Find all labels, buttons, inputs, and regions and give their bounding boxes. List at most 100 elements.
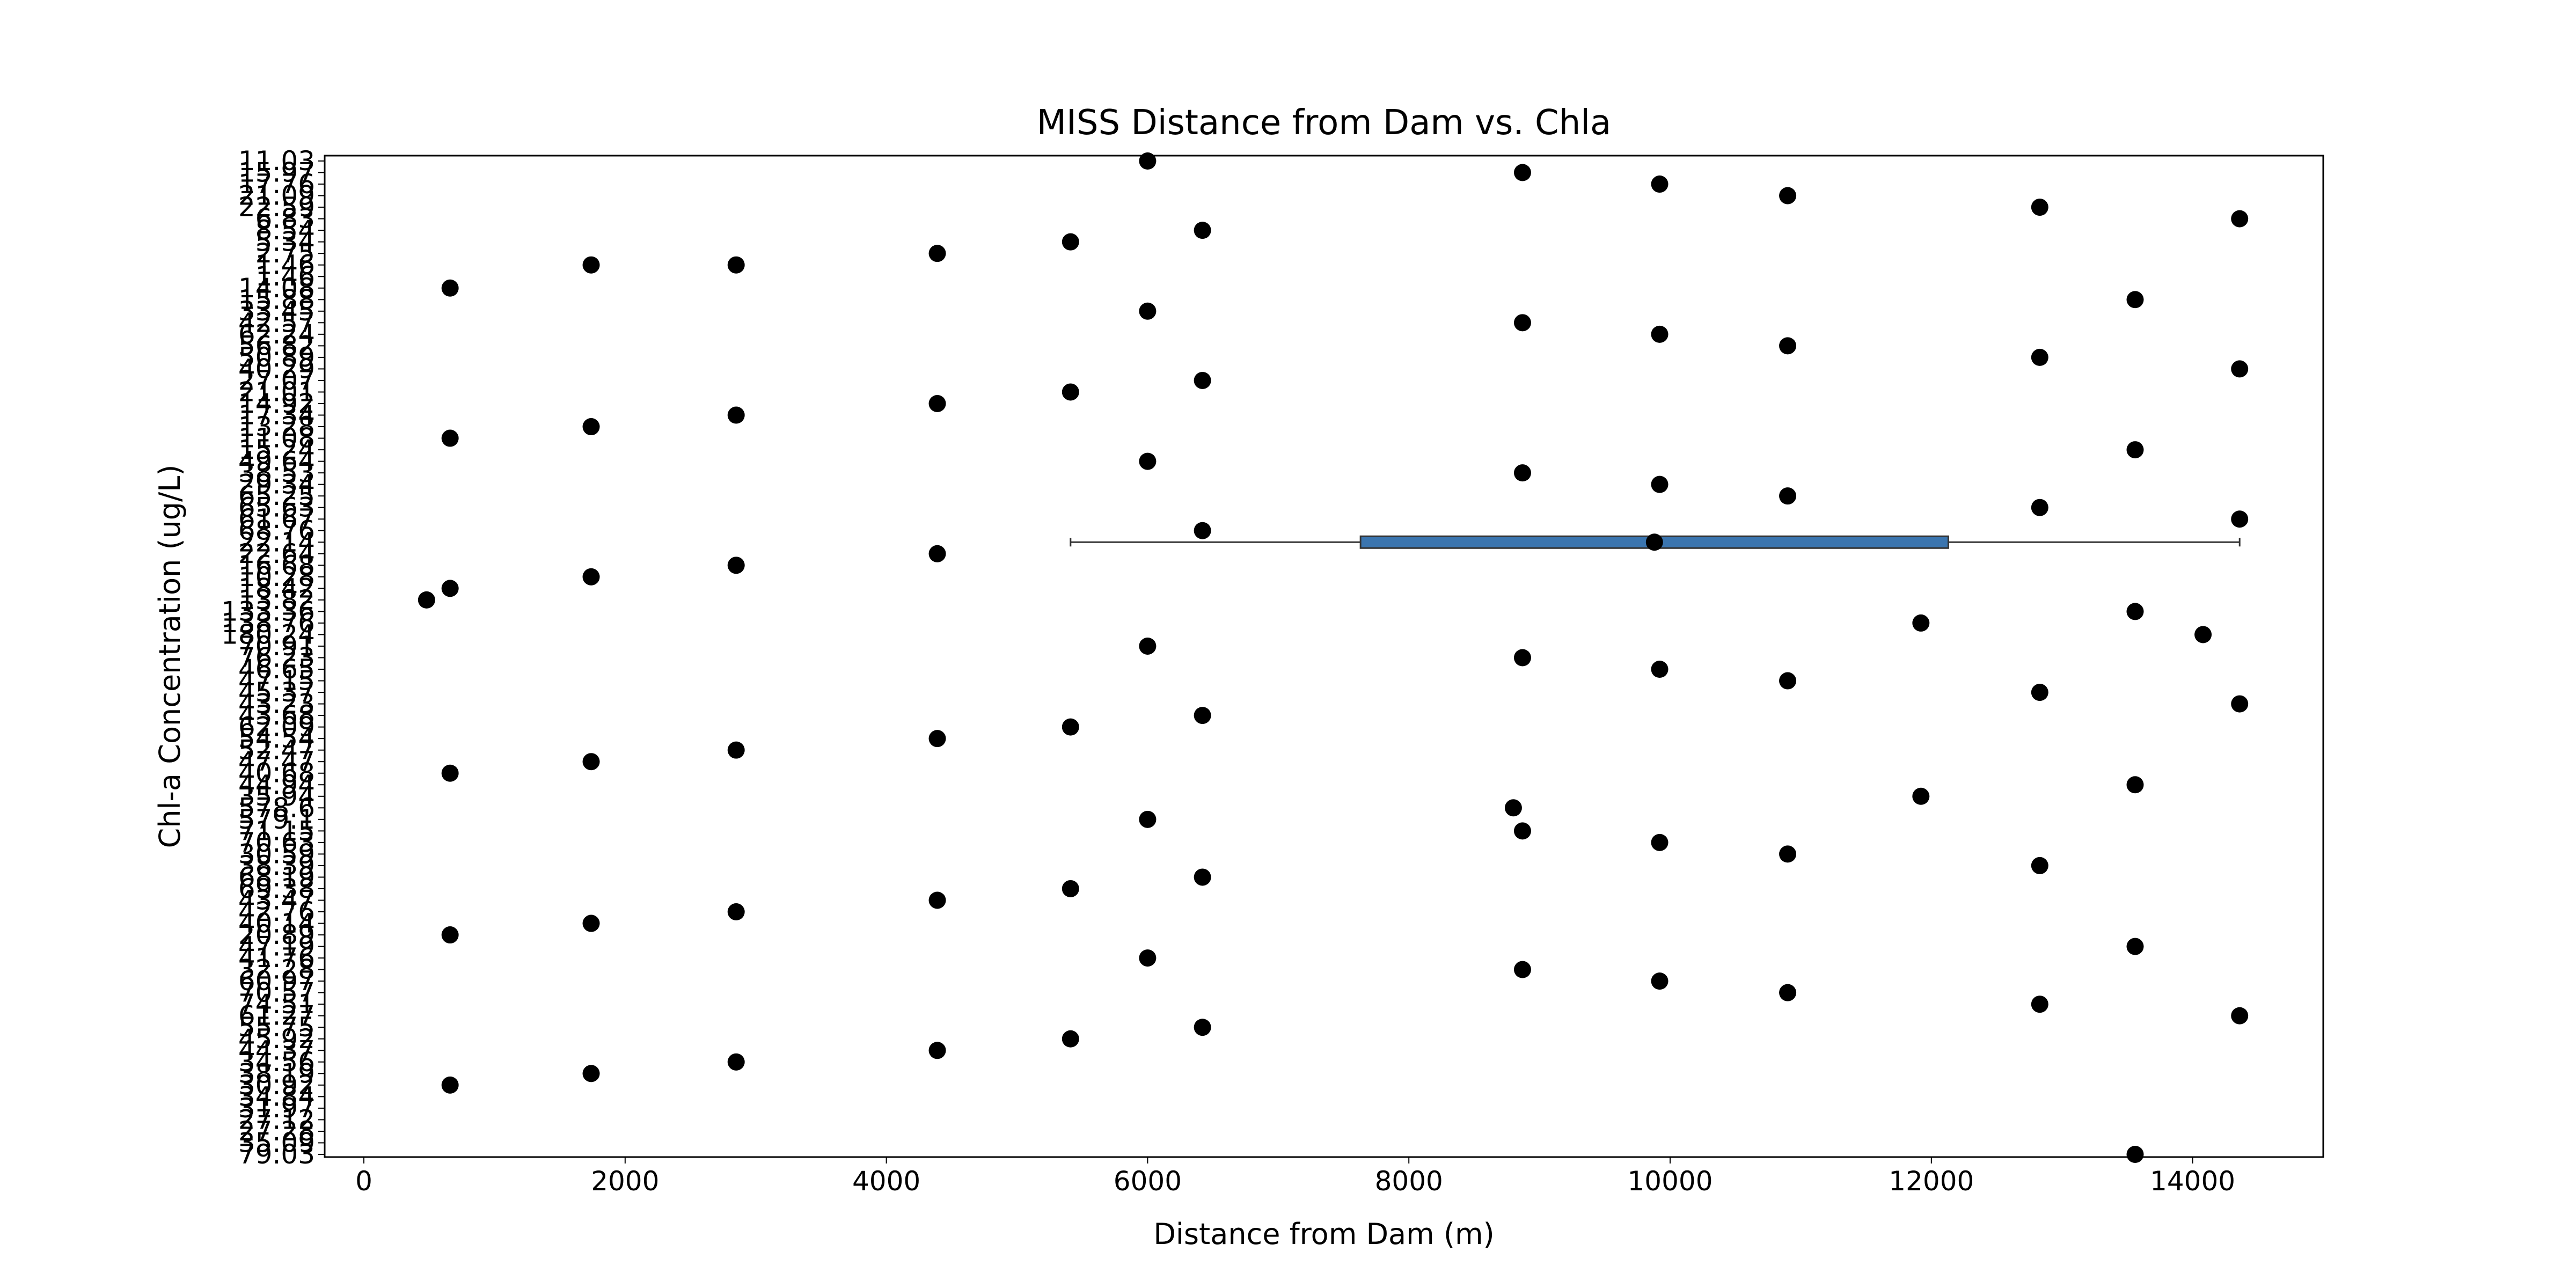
y-tick-label: 40.14 [238,908,315,939]
data-point [1062,880,1079,897]
data-point [418,591,435,609]
y-tick-label: 20.89 [238,919,315,950]
data-point [2031,684,2048,701]
data-point [2231,1007,2249,1024]
y-tick-layer: 11.0315.9717.7621.0922.596.838.545.342.7… [221,145,325,1170]
y-tick-label: 47.47 [238,746,315,777]
data-point [1062,718,1079,736]
y-tick-label: 49.64 [238,446,315,477]
y-tick-label: 71.15 [238,815,315,846]
y-axis-label: Chl-a Concentration (ug/L) [153,465,187,848]
y-tick-label: 56.82 [238,330,315,361]
y-tick-label: 14.08 [238,273,315,304]
data-point [1645,533,1663,551]
data-point [1651,833,1668,851]
x-tick-label: 10000 [1627,1166,1713,1197]
y-tick-label: 16.68 [238,550,315,581]
y-tick-label: 18.42 [238,573,315,604]
data-point [1651,325,1668,343]
y-tick-label: 40.29 [238,353,315,384]
y-tick-label: 29.34 [238,469,315,500]
data-point [928,891,946,909]
y-tick-label: 15.97 [238,157,315,188]
y-tick-label: 8.54 [255,215,315,246]
y-tick-label: 133.36 [221,596,315,627]
y-tick-label: 68.76 [238,515,315,546]
y-tick-label: 76.23 [238,642,315,674]
x-tick-label: 14000 [2150,1166,2235,1197]
y-tick-label: 55.75 [238,1012,315,1043]
y-tick-label: 30.92 [238,1070,315,1101]
y-tick-label: 30.59 [238,838,315,869]
plot-area-frame [324,155,2324,1158]
data-point [2126,291,2144,309]
y-tick-label: 138.76 [221,608,315,639]
data-point [2231,210,2249,228]
y-tick-label: 74.51 [238,989,315,1020]
data-point [1139,949,1157,967]
data-point [1062,383,1079,401]
y-tick-label: 22.64 [238,538,315,569]
y-tick-label: 46.65 [238,654,315,685]
y-tick-label: 17.34 [238,400,315,431]
data-point [727,741,745,759]
y-tick-label: 27.07 [238,365,315,396]
data-point [1513,822,1531,840]
chart-title: MISS Distance from Dam vs. Chla [1037,103,1612,143]
data-point [1651,972,1668,990]
data-point [1513,464,1531,482]
data-point [441,1076,459,1094]
data-point [2031,348,2048,366]
data-point [582,1065,600,1082]
data-point [928,730,946,748]
x-tick-label: 2000 [591,1166,659,1197]
data-point [1194,1019,1211,1036]
data-point [1139,637,1157,655]
y-tick-label: 34.56 [238,1046,315,1078]
data-point [1779,984,1797,1001]
data-point [1062,233,1079,251]
y-tick-label: 32.28 [238,954,315,985]
y-tick-label: 44.94 [238,769,315,800]
y-tick-label: 44.37 [238,1035,315,1066]
data-point [1779,672,1797,690]
y-tick-label: 35.09 [238,1127,315,1158]
data-point [727,1053,745,1071]
y-tick-label: 578.6 [238,792,315,823]
y-tick-label: 43.68 [238,700,315,731]
x-tick-layer: 0 2000 4000 6000 8000 10000 12000 14000 [355,1157,2235,1197]
data-point [2031,857,2048,874]
y-tick-label: 38.39 [238,850,315,881]
data-point [928,1042,946,1059]
data-point [582,418,600,436]
y-tick-label: 14.92 [238,388,315,419]
y-tick-label: 54.54 [238,723,315,754]
x-tick-label: 4000 [852,1166,920,1197]
y-tick-label: 61.67 [238,503,315,535]
y-tick-label: 13.28 [238,411,315,442]
y-tick-label: 47.15 [238,665,315,697]
y-tick-label: 43.47 [238,884,315,916]
y-tick-label: 22.59 [238,192,315,223]
data-point [1194,707,1211,724]
data-point [1912,614,1930,632]
y-tick-label: 34.84 [238,1081,315,1112]
data-point [582,256,600,274]
y-tick-label: 33.45 [238,296,315,327]
x-tick-label: 0 [355,1166,372,1197]
data-point-layer [418,152,2249,1163]
data-point [582,753,600,771]
y-tick-label: 180.24 [221,619,315,650]
data-point [1504,799,1522,817]
y-tick-label: 62.09 [238,712,315,743]
y-tick-label: 15.24 [238,434,315,465]
data-point [441,764,459,782]
data-point [1651,475,1668,493]
y-tick-label: 1.46 [255,261,315,292]
y-tick-label: 13.82 [238,584,315,616]
data-point [1194,222,1211,239]
data-point [2126,1146,2144,1163]
data-point [928,394,946,412]
